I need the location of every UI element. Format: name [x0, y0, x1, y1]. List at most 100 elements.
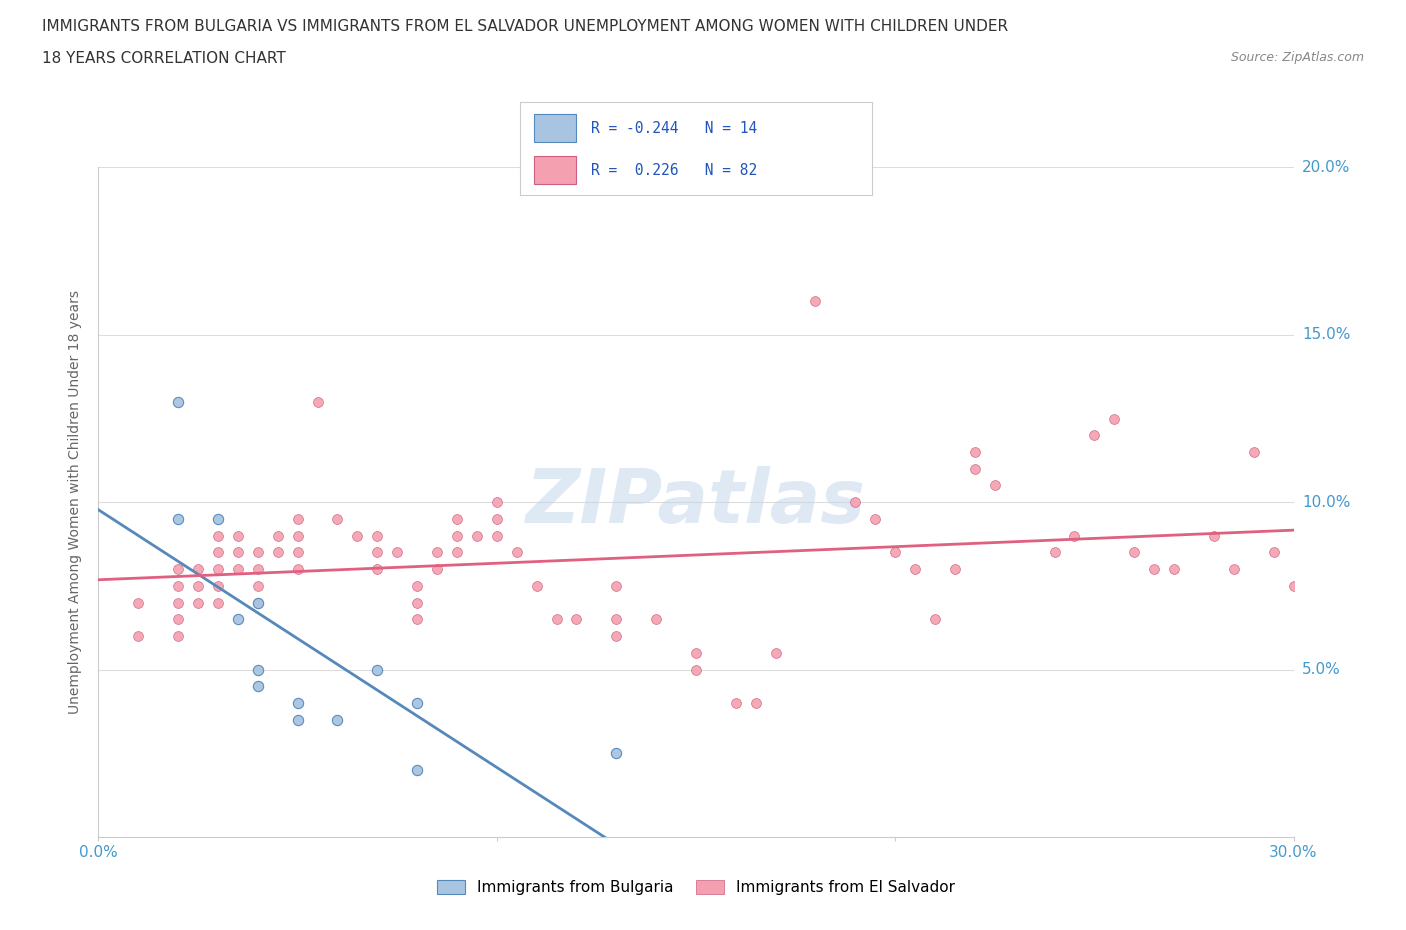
- Point: [406, 595, 429, 610]
- Point: [326, 512, 349, 526]
- Point: [366, 662, 388, 677]
- Point: [963, 445, 986, 459]
- Text: R = -0.244   N = 14: R = -0.244 N = 14: [591, 121, 756, 136]
- Point: [246, 562, 269, 577]
- Point: [287, 562, 309, 577]
- Point: [765, 645, 787, 660]
- Point: [287, 512, 309, 526]
- Point: [187, 562, 209, 577]
- Point: [385, 545, 409, 560]
- Text: IMMIGRANTS FROM BULGARIA VS IMMIGRANTS FROM EL SALVADOR UNEMPLOYMENT AMONG WOMEN: IMMIGRANTS FROM BULGARIA VS IMMIGRANTS F…: [42, 19, 1008, 33]
- Point: [546, 612, 568, 627]
- Point: [287, 528, 309, 543]
- Point: [246, 679, 269, 694]
- Point: [267, 528, 290, 543]
- Point: [406, 578, 429, 593]
- Point: [167, 612, 190, 627]
- Point: [246, 595, 269, 610]
- Point: [346, 528, 368, 543]
- Point: [267, 545, 290, 560]
- Point: [287, 545, 309, 560]
- Point: [226, 562, 249, 577]
- Point: [506, 545, 529, 560]
- Text: 10.0%: 10.0%: [1302, 495, 1350, 510]
- Point: [307, 394, 329, 409]
- Text: 30.0%: 30.0%: [1270, 845, 1317, 860]
- Text: 20.0%: 20.0%: [1302, 160, 1350, 175]
- Point: [884, 545, 907, 560]
- Point: [167, 629, 190, 644]
- Text: R =  0.226   N = 82: R = 0.226 N = 82: [591, 163, 756, 178]
- Text: 0.0%: 0.0%: [79, 845, 118, 860]
- Point: [226, 528, 249, 543]
- Point: [406, 696, 429, 711]
- Point: [963, 461, 986, 476]
- Point: [167, 578, 190, 593]
- Point: [924, 612, 946, 627]
- Point: [844, 495, 866, 510]
- Y-axis label: Unemployment Among Women with Children Under 18 years: Unemployment Among Women with Children U…: [69, 290, 83, 714]
- Text: 15.0%: 15.0%: [1302, 327, 1350, 342]
- Point: [207, 528, 229, 543]
- Point: [246, 662, 269, 677]
- Text: 18 YEARS CORRELATION CHART: 18 YEARS CORRELATION CHART: [42, 51, 285, 66]
- Point: [446, 512, 468, 526]
- Point: [406, 612, 429, 627]
- Point: [207, 562, 229, 577]
- Point: [565, 612, 588, 627]
- Text: Source: ZipAtlas.com: Source: ZipAtlas.com: [1230, 51, 1364, 64]
- Point: [1243, 445, 1265, 459]
- Point: [1282, 578, 1305, 593]
- Point: [246, 545, 269, 560]
- Legend: Immigrants from Bulgaria, Immigrants from El Salvador: Immigrants from Bulgaria, Immigrants fro…: [429, 872, 963, 903]
- Point: [645, 612, 668, 627]
- Point: [485, 495, 508, 510]
- Point: [605, 629, 627, 644]
- Point: [863, 512, 886, 526]
- Point: [366, 545, 388, 560]
- Point: [605, 612, 627, 627]
- Point: [485, 512, 508, 526]
- Point: [167, 595, 190, 610]
- Text: 5.0%: 5.0%: [1302, 662, 1340, 677]
- Point: [1263, 545, 1285, 560]
- FancyBboxPatch shape: [534, 156, 576, 184]
- Point: [426, 545, 449, 560]
- Point: [167, 512, 190, 526]
- Point: [226, 545, 249, 560]
- Point: [406, 763, 429, 777]
- Point: [943, 562, 966, 577]
- Point: [326, 712, 349, 727]
- Point: [446, 545, 468, 560]
- Point: [1102, 411, 1125, 426]
- Point: [127, 595, 149, 610]
- Point: [1222, 562, 1246, 577]
- Point: [446, 528, 468, 543]
- Point: [465, 528, 488, 543]
- Point: [724, 696, 747, 711]
- Point: [187, 595, 209, 610]
- Point: [287, 712, 309, 727]
- Point: [207, 512, 229, 526]
- Point: [187, 578, 209, 593]
- Point: [426, 562, 449, 577]
- Point: [1163, 562, 1185, 577]
- Point: [167, 394, 190, 409]
- Point: [904, 562, 927, 577]
- Point: [207, 545, 229, 560]
- Point: [127, 629, 149, 644]
- Point: [246, 578, 269, 593]
- Point: [366, 528, 388, 543]
- Point: [485, 528, 508, 543]
- Text: ZIPatlas: ZIPatlas: [526, 466, 866, 538]
- Point: [1143, 562, 1166, 577]
- Point: [287, 696, 309, 711]
- Point: [745, 696, 768, 711]
- FancyBboxPatch shape: [534, 114, 576, 142]
- Point: [605, 578, 627, 593]
- Point: [983, 478, 1005, 493]
- Point: [1083, 428, 1105, 443]
- Point: [605, 746, 627, 761]
- Point: [207, 578, 229, 593]
- Point: [685, 662, 707, 677]
